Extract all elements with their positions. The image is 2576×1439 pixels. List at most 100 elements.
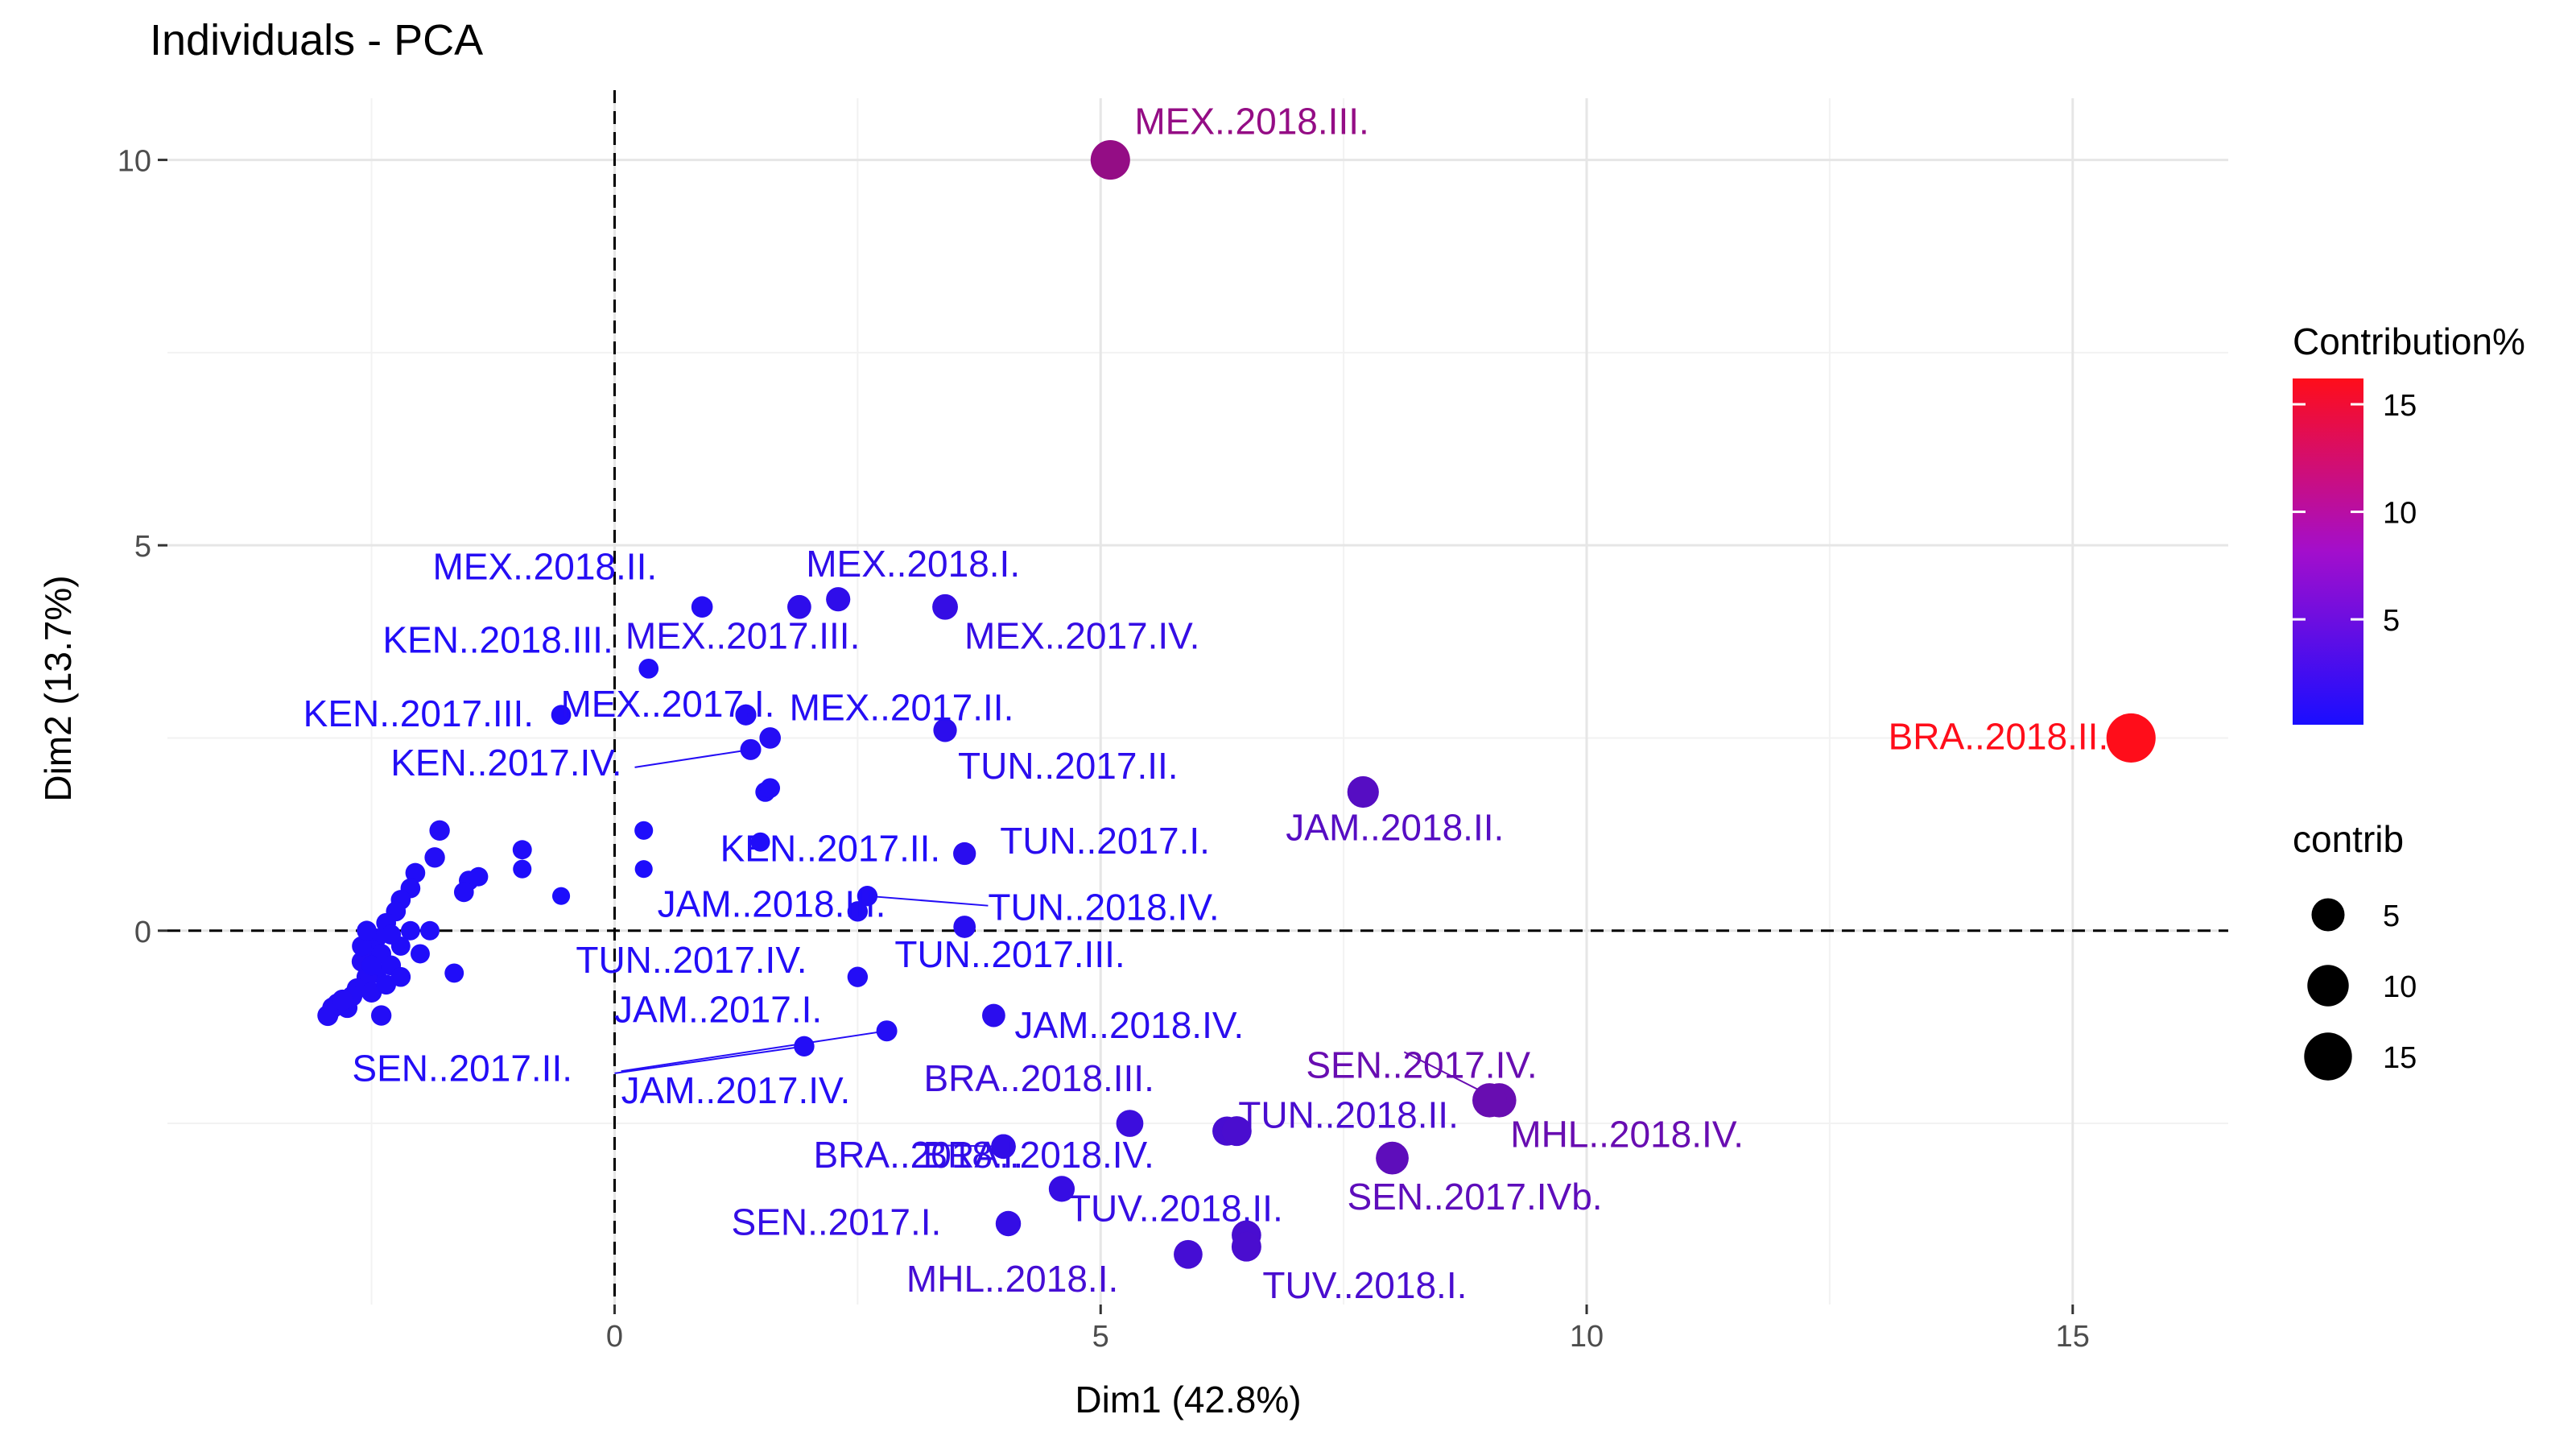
data-point	[424, 847, 445, 868]
point-label: JAM..2017.IV.	[621, 1069, 851, 1111]
data-point	[400, 920, 420, 941]
point-label: MEX..2018.III.	[1134, 101, 1368, 143]
data-point	[953, 841, 976, 866]
reference-lines	[167, 90, 2228, 1305]
data-point	[429, 820, 450, 841]
data-point	[444, 963, 464, 983]
point-label: KEN..2017.III.	[303, 693, 534, 734]
data-point	[1090, 140, 1130, 180]
data-point	[787, 594, 811, 619]
size-legend-label: 15	[2383, 1041, 2417, 1075]
data-point	[735, 704, 757, 726]
data-point	[357, 920, 377, 941]
data-point	[1472, 1083, 1507, 1118]
point-label: BRA..2018.II.	[1889, 715, 2109, 757]
point-label: MHL..2018.I.	[906, 1258, 1118, 1300]
data-point	[760, 778, 781, 799]
data-point	[1174, 1239, 1203, 1269]
data-point	[982, 1003, 1005, 1028]
data-point	[826, 587, 851, 612]
y-axis-title: Dim2 (13.7%)	[37, 575, 79, 801]
leader-line	[621, 1030, 887, 1073]
point-label: SEN..2017.IV.	[1306, 1044, 1537, 1085]
data-point	[759, 727, 781, 749]
point-label: TUN..2017.II.	[958, 745, 1179, 787]
size-legend-label: 10	[2383, 970, 2417, 1004]
data-point	[512, 840, 532, 860]
data-point	[1347, 775, 1379, 808]
point-label: BRA..2018.I.	[813, 1134, 1023, 1176]
data-point	[740, 738, 762, 760]
x-tick-label: 15	[2056, 1320, 2090, 1354]
colorbar-tick-label: 15	[2383, 389, 2417, 423]
data-point	[1221, 1116, 1252, 1147]
leader-line	[914, 1143, 1004, 1147]
point-label: KEN..2018.III.	[382, 618, 613, 660]
data-point	[794, 1036, 815, 1057]
data-point	[420, 920, 440, 941]
leader-line	[614, 1045, 805, 1074]
data-point	[932, 593, 958, 620]
point-label: SEN..2017.I.	[732, 1201, 942, 1243]
point-label: SEN..2017.II.	[352, 1047, 572, 1089]
data-point	[551, 705, 572, 726]
x-tick-label: 0	[606, 1320, 623, 1354]
point-label: JAM..2018.III.	[658, 883, 886, 925]
point-label: TUN..2017.I.	[1000, 820, 1210, 862]
data-point	[361, 955, 382, 976]
data-point	[1376, 1141, 1409, 1175]
data-point	[847, 901, 869, 922]
point-label: KEN..2017.IV.	[390, 742, 621, 784]
data-point	[857, 886, 878, 907]
legend-size-title: contrib	[2293, 818, 2404, 860]
data-point	[876, 1020, 898, 1042]
data-point	[513, 859, 532, 879]
data-point	[405, 862, 426, 883]
point-label: BRA..2018.IV.	[923, 1134, 1154, 1176]
data-point	[1231, 1231, 1261, 1262]
data-point	[634, 821, 654, 840]
point-label: TUV..2018.I.	[1262, 1264, 1467, 1306]
data-point	[453, 882, 474, 903]
point-label: TUN..2018.IV.	[988, 887, 1219, 928]
data-point	[390, 966, 411, 987]
point-label: MEX..2017.II.	[790, 686, 1014, 728]
colorbar-tick-label: 10	[2383, 497, 2417, 531]
point-label: SEN..2017.IVb.	[1348, 1176, 1603, 1218]
data-point	[953, 916, 976, 938]
data-point	[691, 596, 713, 618]
point-label: MEX..2017.III.	[625, 615, 860, 657]
data-point	[995, 1210, 1022, 1237]
size-legend-label: 5	[2383, 899, 2400, 933]
label-leader-lines	[614, 748, 1500, 1147]
x-axis-title: Dim1 (42.8%)	[1075, 1379, 1301, 1420]
data-point	[933, 718, 957, 742]
y-tick-label: 10	[118, 145, 151, 179]
data-point	[370, 1005, 392, 1026]
x-tick-label: 5	[1092, 1320, 1109, 1354]
data-point	[469, 866, 489, 887]
leader-line	[634, 748, 751, 768]
legend-size-items: 5 10 15	[2304, 898, 2417, 1081]
point-label: MEX..2017.IV.	[964, 615, 1199, 657]
data-point	[1048, 1176, 1075, 1202]
data-point	[847, 966, 869, 987]
point-label: JAM..2017.I.	[614, 988, 822, 1030]
point-label: BRA..2018.III.	[923, 1057, 1154, 1099]
point-label: TUN..2017.III.	[894, 933, 1125, 975]
data-point	[1116, 1110, 1144, 1137]
colorbar-tick-label: 5	[2383, 604, 2400, 638]
data-point	[750, 832, 770, 852]
point-label: MEX..2017.I.	[560, 683, 774, 725]
x-tick-label: 10	[1570, 1320, 1604, 1354]
point-label: TUN..2018.II.	[1238, 1094, 1459, 1136]
point-labels: MEX..2018.III. BRA..2018.II. MEX..2018.II.…	[303, 101, 2109, 1307]
data-point	[551, 887, 571, 905]
y-tick-label: 5	[134, 530, 151, 564]
axes: 0 5 10 0 5 10 15	[118, 145, 2090, 1354]
chart-title: Individuals - PCA	[150, 16, 483, 64]
point-label: MEX..2018.I.	[806, 543, 1020, 585]
data-point	[352, 936, 372, 957]
point-label: JAM..2018.IV.	[1014, 1004, 1244, 1046]
